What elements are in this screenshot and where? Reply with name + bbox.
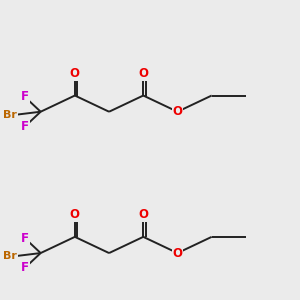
Text: Br: Br xyxy=(2,110,16,120)
Text: Br: Br xyxy=(2,251,16,261)
Text: O: O xyxy=(172,247,182,260)
Text: F: F xyxy=(21,120,29,133)
Text: O: O xyxy=(172,105,182,118)
Text: O: O xyxy=(138,67,148,80)
Text: O: O xyxy=(70,208,80,221)
Text: F: F xyxy=(21,91,29,103)
Text: O: O xyxy=(70,67,80,80)
Text: F: F xyxy=(21,232,29,245)
Text: F: F xyxy=(21,261,29,274)
Text: O: O xyxy=(138,208,148,221)
